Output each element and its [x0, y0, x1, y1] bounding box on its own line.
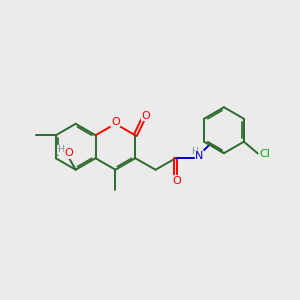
Text: H: H [191, 147, 198, 156]
Text: H: H [58, 145, 64, 154]
Text: O: O [173, 176, 182, 185]
Text: N: N [195, 151, 204, 161]
Text: O: O [64, 148, 73, 158]
Text: Cl: Cl [259, 149, 270, 159]
Text: O: O [111, 117, 120, 127]
Text: O: O [142, 111, 150, 121]
